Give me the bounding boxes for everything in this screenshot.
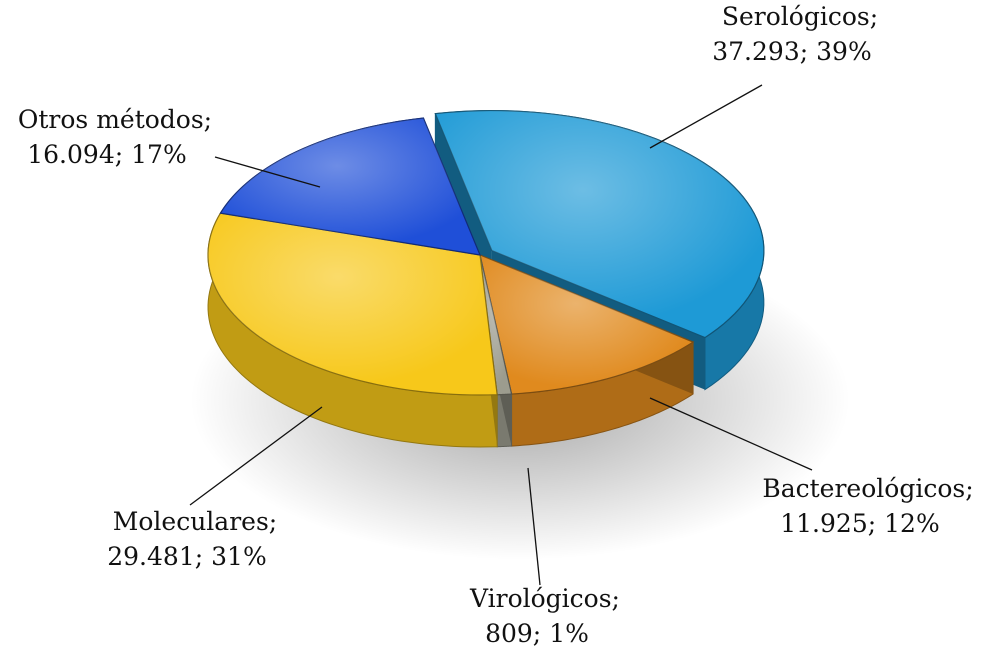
category-name: Moleculares;: [113, 507, 277, 536]
data-label: Otros métodos; 16.094; 17%: [18, 105, 212, 169]
value-label: 11.925;: [780, 509, 876, 538]
percent-label: 12%: [884, 509, 940, 538]
leader-line: [649, 84, 763, 149]
category-name: Bactereológicos;: [762, 474, 973, 503]
data-label: Virológicos; 809; 1%: [469, 584, 620, 648]
category-name: Virológicos;: [469, 584, 620, 613]
slice-gloss: [208, 213, 498, 395]
leader-line: [527, 467, 541, 586]
slice-gloss: [480, 255, 512, 395]
slice-gloss: [220, 118, 481, 256]
leader-line: [214, 156, 321, 188]
percent-label: 17%: [131, 140, 187, 169]
slice-gloss: [480, 255, 694, 395]
category-name: Serológicos;: [722, 2, 878, 31]
value-label: 29.481;: [107, 542, 203, 571]
leader-line: [189, 406, 323, 506]
leader-line: [649, 397, 813, 471]
labels: Serológicos; 37.293; 39% Bactereológicos; 11…: [18, 2, 974, 648]
pie-tops: [207, 109, 765, 396]
data-label: Bactereológicos; 11.925; 12%: [762, 474, 973, 538]
category-name: Otros métodos;: [18, 105, 212, 134]
data-label: Serológicos; 37.293; 39%: [712, 2, 878, 66]
value-label: 16.094;: [27, 140, 123, 169]
data-label: Moleculares; 29.481; 31%: [107, 507, 277, 571]
slice-gloss: [435, 110, 764, 338]
value-label: 37.293;: [712, 37, 808, 66]
percent-label: 31%: [211, 542, 267, 571]
value-label: 809;: [485, 619, 541, 648]
percent-label: 39%: [816, 37, 872, 66]
percent-label: 1%: [549, 619, 589, 648]
